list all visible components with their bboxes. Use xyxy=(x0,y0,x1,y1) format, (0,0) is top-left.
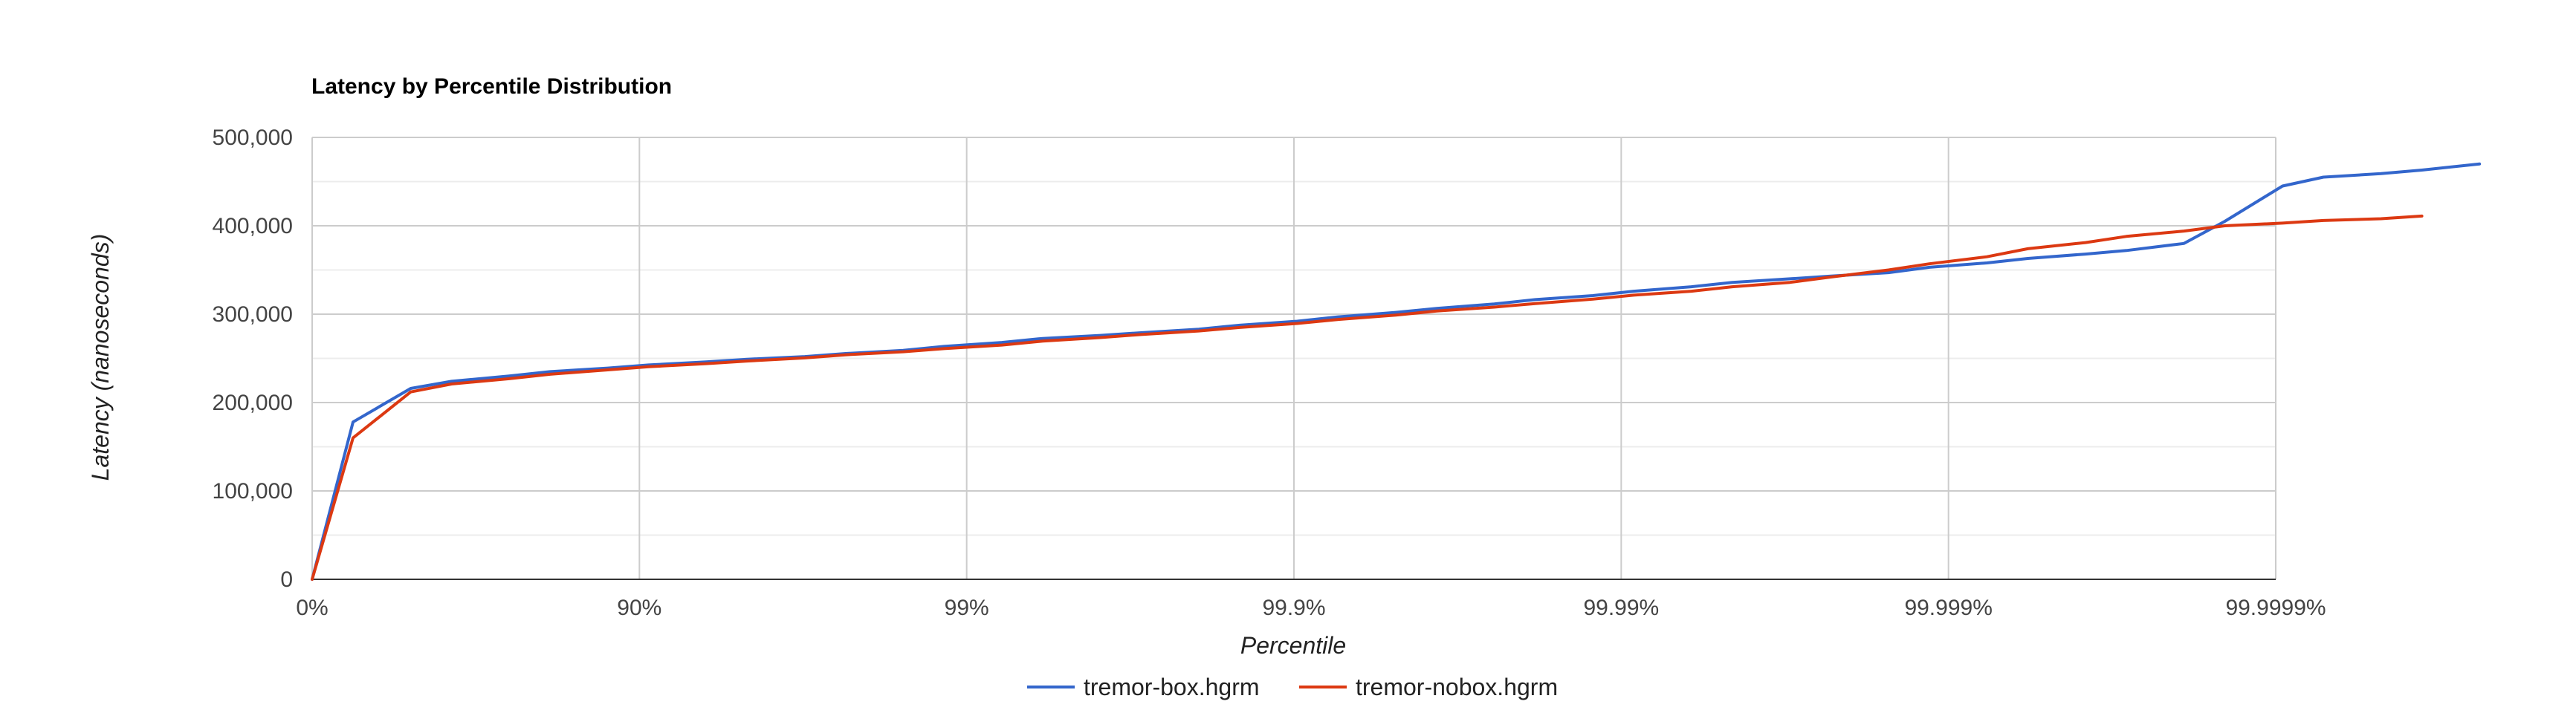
y-tick-label: 200,000 xyxy=(213,391,293,415)
x-tick-label: 0% xyxy=(296,596,328,620)
y-tick-label: 300,000 xyxy=(213,302,293,327)
legend-label-tremor-box: tremor-box.hgrm xyxy=(1084,674,1260,700)
y-tick-label: 100,000 xyxy=(213,479,293,504)
y-axis-title: Latency (nanoseconds) xyxy=(87,234,114,481)
legend[interactable]: tremor-box.hgrm tremor-nobox.hgrm xyxy=(1027,674,1558,700)
legend-label-tremor-nobox: tremor-nobox.hgrm xyxy=(1356,674,1558,700)
x-tick-label: 99.999% xyxy=(1904,596,1992,620)
plot-series xyxy=(311,162,2482,581)
x-tick-label: 99.9999% xyxy=(2225,596,2326,620)
x-axis-title: Percentile xyxy=(1240,632,1346,659)
x-tick-label: 99.9% xyxy=(1262,596,1325,620)
x-tick-label: 90% xyxy=(617,596,661,620)
grid-lines xyxy=(311,137,2276,580)
series-line-tremor-box xyxy=(311,162,2482,581)
y-tick-label: 400,000 xyxy=(213,214,293,238)
y-tick-label: 0 xyxy=(280,567,293,592)
series-line-tremor-nobox xyxy=(311,214,2424,581)
axis-tick-labels: 0 100,000 200,000 300,000 400,000 500,000 0% 90… xyxy=(213,126,2326,620)
x-tick-label: 99% xyxy=(945,596,989,620)
x-tick-label: 99.99% xyxy=(1583,596,1659,620)
chart-title: Latency by Percentile Distribution xyxy=(311,74,672,99)
y-tick-label: 500,000 xyxy=(213,126,293,150)
